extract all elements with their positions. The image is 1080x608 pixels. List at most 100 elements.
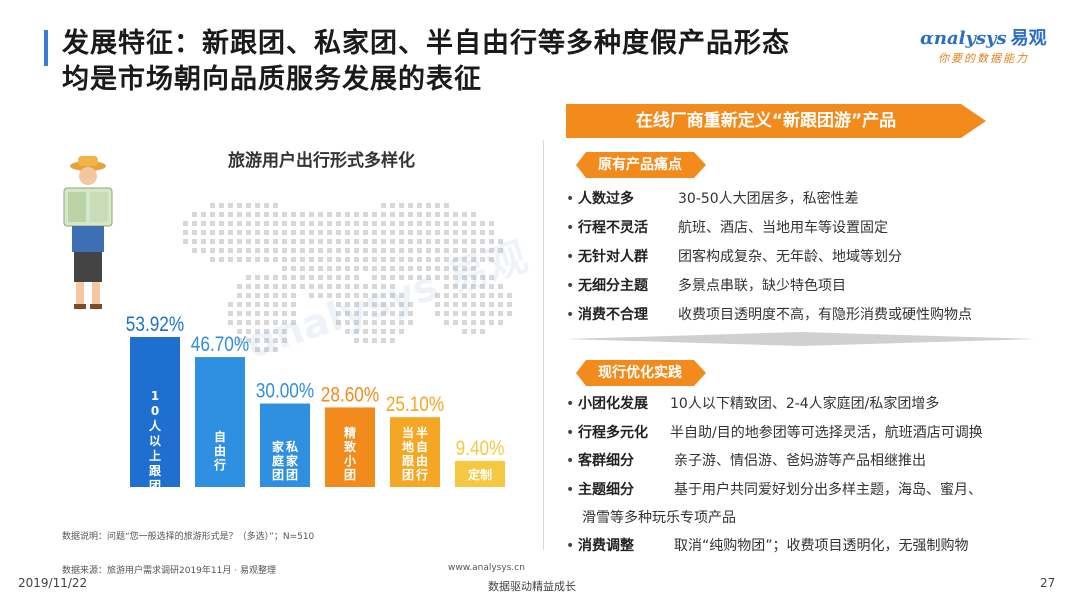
bar-5 (455, 460, 505, 487)
bullet-icon: • (566, 453, 575, 469)
item-key: 小团化发展 (578, 396, 648, 412)
title-accent-bar (44, 30, 48, 66)
logo-brand: ɑnalysys 易观 (920, 24, 1070, 50)
bar-2 (260, 403, 310, 487)
svg-text:家: 家 (272, 439, 285, 454)
traveler-illustration (63, 156, 113, 309)
footer-slogan: 数据驱动精益成长 (488, 580, 576, 593)
svg-text:精: 精 (344, 425, 356, 440)
bullet-icon: • (566, 396, 575, 412)
svg-text:由: 由 (214, 443, 226, 458)
practice-tag: 现行优化实践 (598, 365, 682, 381)
svg-text:自: 自 (416, 439, 428, 454)
svg-text:私: 私 (285, 439, 298, 454)
bullet-icon: • (566, 278, 575, 294)
svg-text:由: 由 (416, 453, 428, 468)
analysys-logo: ɑnalysys 易观 你要的数据能力 (920, 24, 1070, 66)
item-value: 收费项目透明度不高，有隐形消费或硬性购物点 (678, 307, 972, 323)
logo-brand-en: nalysys (933, 28, 1007, 49)
svg-text:庭: 庭 (272, 453, 284, 468)
svg-text:家: 家 (286, 453, 299, 468)
item-value: 亲子游、情侣游、爸妈游等产品相继推出 (674, 453, 926, 469)
svg-text:团: 团 (272, 468, 284, 482)
footer-date: 2019/11/22 (18, 576, 88, 590)
list-item: • 主题细分 基于用户共同爱好划分出多样主题，海岛、蜜月、 (566, 480, 982, 500)
item-value: 航班、酒店、当地用车等设置固定 (678, 220, 888, 236)
item-key: 消费不合理 (578, 307, 648, 323)
svg-text:以: 以 (149, 434, 161, 448)
svg-text:致: 致 (344, 439, 357, 454)
svg-text:当: 当 (402, 425, 414, 440)
svg-text:跟: 跟 (402, 454, 415, 468)
list-item: • 人数过多 30-50人大团居多，私密性差 (566, 189, 859, 209)
svg-text:半: 半 (416, 425, 428, 440)
bar-value-label-0: 53.92% (126, 314, 184, 337)
item-value: 半自助/目的地参团等可选择灵活，航班酒店可调换 (670, 425, 983, 441)
svg-text:自: 自 (214, 429, 226, 444)
list-item: • 小团化发展 10人以下精致团、2-4人家庭团/私家团增多 (566, 394, 939, 414)
title-line-1: 发展特征：新跟团、私家团、半自由行等多种度假产品形态 (62, 28, 790, 59)
svg-text:上: 上 (149, 448, 161, 463)
logo-brand-cn: 易观 (1010, 28, 1047, 49)
svg-text:团: 团 (286, 468, 298, 482)
logo-a-icon: ɑ (920, 28, 934, 49)
list-item: • 无细分主题 多景点串联，缺少特色项目 (566, 276, 846, 296)
pain-tag: 原有产品痛点 (598, 157, 682, 173)
svg-text:团: 团 (344, 468, 356, 482)
item-value: 10人以下精致团、2-4人家庭团/私家团增多 (670, 396, 940, 412)
svg-text:定制: 定制 (468, 467, 492, 482)
svg-text:团: 团 (402, 468, 414, 482)
list-item: • 无针对人群 团客构成复杂、无年龄、地域等划分 (566, 247, 902, 267)
item-key: 消费调整 (578, 538, 634, 554)
item-key: 无细分主题 (578, 278, 648, 294)
list-item-continuation: 滑雪等多种玩乐专项产品 (582, 510, 736, 526)
svg-text:行: 行 (213, 457, 226, 472)
world-map-dots (183, 203, 512, 352)
chart-title: 旅游用户出行形式多样化 (228, 151, 415, 171)
banner-arrow (566, 104, 986, 138)
bar-category-label-5: 定制 (468, 467, 492, 482)
bullet-icon: • (566, 482, 575, 498)
svg-text:小: 小 (344, 453, 356, 468)
svg-text:0: 0 (151, 404, 159, 418)
source-url: www.analysys.cn (448, 563, 525, 573)
item-key: 主题细分 (578, 482, 634, 498)
item-key: 无针对人群 (578, 249, 648, 265)
item-value: 基于用户共同爱好划分出多样主题，海岛、蜜月、 (674, 482, 982, 498)
page-title: 发展特征：新跟团、私家团、半自由行等多种度假产品形态 均是市场朝向品质服务发展的… (62, 26, 790, 98)
bullet-icon: • (566, 191, 575, 207)
item-key: 客群细分 (578, 453, 634, 469)
bar-value-label-1: 46.70% (191, 334, 249, 357)
banner-title: 在线厂商重新定义“新跟团游”产品 (635, 111, 897, 131)
bar-value-label-2: 30.00% (256, 380, 314, 403)
data-source: 数据来源：旅游用户需求调研2019年11月 · 易观整理 (62, 566, 276, 576)
svg-text:跟: 跟 (149, 464, 162, 478)
svg-text:行: 行 (415, 467, 428, 482)
bullet-icon: • (566, 220, 575, 236)
bar-0 (130, 337, 180, 487)
bullet-icon: • (566, 425, 575, 441)
svg-text:地: 地 (402, 439, 414, 454)
bar-chart: 53.92%10人以上跟团46.70%自由行30.00%私家团家庭团28.60%… (125, 313, 505, 493)
bar-3 (325, 407, 375, 487)
bar-value-label-4: 25.10% (386, 394, 444, 417)
item-value: 取消“纯购物团”；收费项目透明化，无强制购物 (674, 538, 969, 554)
svg-text:团: 团 (149, 479, 161, 493)
practice-tag-shape (576, 360, 706, 386)
svg-text:1: 1 (151, 389, 159, 403)
bar-category-label-1: 自由行 (213, 429, 226, 472)
bullet-icon: • (566, 307, 575, 323)
item-value: 团客构成复杂、无年龄、地域等划分 (678, 249, 902, 265)
item-key: 人数过多 (578, 191, 634, 207)
bullet-icon: • (566, 249, 575, 265)
item-value: 多景点串联，缺少特色项目 (678, 278, 846, 294)
vertical-divider (543, 140, 544, 550)
bullet-icon: • (566, 538, 575, 554)
bar-4 (390, 417, 440, 487)
list-item: • 行程多元化 半自助/目的地参团等可选择灵活，航班酒店可调换 (566, 423, 983, 443)
item-key: 行程不灵活 (578, 220, 648, 236)
